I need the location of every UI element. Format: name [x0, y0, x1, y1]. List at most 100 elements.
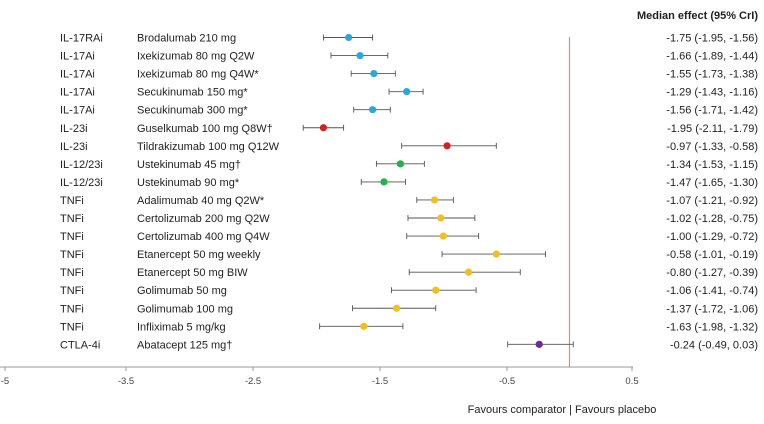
drug-class-label: IL-23i	[60, 141, 88, 153]
forest-row: IL-17Ai Ixekizumab 80 mg Q4W* -1.55 (-1.73…	[60, 69, 758, 81]
x-tick-label: -0.5	[499, 376, 515, 387]
treatment-label: Ixekizumab 80 mg Q2W	[137, 51, 255, 63]
drug-class-label: TNFi	[60, 285, 84, 297]
treatment-label: Golimumab 50 mg	[137, 285, 227, 297]
treatment-label: Adalimumab 40 mg Q2W*	[137, 195, 265, 207]
drug-class-label: CTLA-4i	[60, 339, 100, 351]
point-estimate-marker	[393, 304, 401, 312]
favours-footer: Favours comparator | Favours placebo	[468, 404, 657, 416]
point-estimate-marker	[432, 286, 440, 294]
point-estimate-marker	[360, 322, 368, 330]
point-estimate-marker	[464, 268, 473, 276]
forest-row: TNFi Certolizumab 200 mg Q2W -1.02 (-1.28,…	[60, 213, 758, 225]
effect-value-label: -1.34 (-1.53, -1.15)	[666, 159, 758, 171]
drug-class-label: IL-17Ai	[60, 105, 95, 117]
effect-value-label: -1.56 (-1.71, -1.42)	[666, 105, 758, 117]
point-estimate-marker	[380, 178, 388, 186]
treatment-label: Ixekizumab 80 mg Q4W*	[137, 69, 259, 81]
treatment-label: Ustekinumab 90 mg*	[137, 177, 240, 189]
point-estimate-marker	[437, 214, 445, 222]
forest-row: TNFi Golimumab 50 mg -1.06 (-1.41, -0.74)	[60, 285, 758, 297]
x-tick-label: -2.5	[245, 376, 261, 387]
drug-class-label: TNFi	[60, 231, 84, 243]
effect-value-label: -1.47 (-1.65, -1.30)	[666, 177, 758, 189]
forest-rows: IL-17RAi Brodalumab 210 mg -1.75 (-1.95, -…	[60, 33, 758, 352]
effect-value-label: -1.95 (-2.11, -1.79)	[667, 123, 758, 135]
effect-value-label: -1.37 (-1.72, -1.06)	[666, 303, 758, 315]
forest-row: TNFi Etanercept 50 mg weekly -0.58 (-1.01,…	[60, 249, 758, 261]
forest-row: CTLA-4i Abatacept 125 mg† -0.24 (-0.49, 0.…	[60, 339, 758, 351]
effect-value-label: -1.29 (-1.43, -1.16)	[666, 87, 758, 99]
treatment-label: Etanercept 50 mg weekly	[137, 249, 261, 261]
point-estimate-marker	[369, 106, 377, 114]
effect-value-label: -1.66 (-1.89, -1.44)	[666, 51, 758, 63]
drug-class-label: IL-17Ai	[60, 51, 95, 63]
treatment-label: Guselkumab 100 mg Q8W†	[137, 123, 273, 135]
point-estimate-marker	[430, 196, 439, 204]
drug-class-label: TNFi	[60, 321, 84, 333]
point-estimate-marker	[345, 33, 353, 42]
point-estimate-marker	[396, 160, 404, 168]
point-estimate-marker	[319, 124, 328, 132]
point-estimate-marker	[370, 70, 378, 78]
effect-value-label: -1.06 (-1.41, -0.74)	[666, 285, 758, 297]
effect-value-label: -0.80 (-1.27, -0.39)	[666, 267, 758, 279]
effect-value-label: -1.02 (-1.28, -0.75)	[666, 213, 758, 225]
drug-class-label: IL-17Ai	[60, 69, 95, 81]
treatment-label: Golimumab 100 mg	[137, 303, 233, 315]
x-tick-label: 0.5	[625, 376, 638, 387]
forest-row: IL-17Ai Ixekizumab 80 mg Q2W -1.66 (-1.89,…	[60, 51, 758, 63]
forest-row: IL-12/23i Ustekinumab 45 mg† -1.34 (-1.53,…	[60, 159, 758, 171]
forest-row: TNFi Certolizumab 400 mg Q4W -1.00 (-1.29,…	[60, 231, 758, 243]
point-estimate-marker	[356, 51, 364, 60]
drug-class-label: TNFi	[60, 213, 84, 225]
forest-row: IL-12/23i Ustekinumab 90 mg* -1.47 (-1.65,…	[60, 177, 758, 189]
treatment-label: Infliximab 5 mg/kg	[137, 321, 226, 333]
forest-row: TNFi Etanercept 50 mg BIW -0.80 (-1.27, -0…	[60, 267, 758, 279]
treatment-label: Etanercept 50 mg BIW	[137, 267, 248, 279]
effect-value-label: -0.24 (-0.49, 0.03)	[670, 339, 758, 351]
drug-class-label: IL-12/23i	[60, 177, 103, 189]
forest-row: TNFi Infliximab 5 mg/kg -1.63 (-1.98, -1.3…	[60, 321, 758, 333]
effect-value-label: -1.07 (-1.21, -0.92)	[666, 195, 758, 207]
forest-row: TNFi Adalimumab 40 mg Q2W* -1.07 (-1.21, -…	[60, 195, 758, 207]
forest-row: IL-17Ai Secukinumab 150 mg* -1.29 (-1.43, …	[60, 87, 758, 99]
treatment-label: Certolizumab 200 mg Q2W	[137, 213, 270, 225]
treatment-label: Certolizumab 400 mg Q4W	[137, 231, 270, 243]
point-estimate-marker	[535, 340, 543, 348]
drug-class-label: TNFi	[60, 195, 84, 207]
effect-value-label: -1.75 (-1.95, -1.56)	[666, 33, 758, 45]
x-tick-label: -5	[1, 376, 9, 387]
treatment-label: Tildrakizumab 100 mg Q12W	[137, 141, 280, 153]
effect-value-label: -1.55 (-1.73, -1.38)	[666, 69, 758, 81]
treatment-label: Secukinumab 150 mg*	[137, 87, 248, 99]
point-estimate-marker	[439, 232, 447, 240]
forest-row: IL-17RAi Brodalumab 210 mg -1.75 (-1.95, -…	[60, 33, 758, 45]
effect-value-label: -1.00 (-1.29, -0.72)	[666, 231, 758, 243]
drug-class-label: TNFi	[60, 249, 84, 261]
point-estimate-marker	[403, 88, 411, 96]
treatment-label: Brodalumab 210 mg	[137, 33, 236, 45]
treatment-label: Abatacept 125 mg†	[137, 339, 232, 351]
effect-value-label: -0.97 (-1.33, -0.58)	[666, 141, 758, 153]
x-tick-label: -1.5	[372, 376, 388, 387]
forest-row: TNFi Golimumab 100 mg -1.37 (-1.72, -1.06)	[60, 303, 758, 315]
treatment-label: Ustekinumab 45 mg†	[137, 159, 241, 171]
point-estimate-marker	[443, 142, 451, 150]
forest-row: IL-23i Tildrakizumab 100 mg Q12W -0.97 (-1…	[60, 141, 758, 153]
effect-value-label: -1.63 (-1.98, -1.32)	[666, 321, 758, 333]
treatment-label: Secukinumab 300 mg*	[137, 105, 248, 117]
x-tick-label: -3.5	[118, 376, 134, 387]
drug-class-label: TNFi	[60, 267, 84, 279]
forest-row: IL-17Ai Secukinumab 300 mg* -1.56 (-1.71, …	[60, 105, 758, 117]
drug-class-label: IL-12/23i	[60, 159, 103, 171]
forest-row: IL-23i Guselkumab 100 mg Q8W† -1.95 (-2.11…	[60, 123, 758, 135]
x-axis: -5 -3.5 -2.5 -1.5 -0.5 0.5	[0, 366, 639, 387]
effect-value-label: -0.58 (-1.01, -0.19)	[666, 249, 758, 261]
effect-column-header: Median effect (95% CrI)	[637, 10, 758, 22]
drug-class-label: IL-17RAi	[60, 33, 103, 45]
drug-class-label: TNFi	[60, 303, 84, 315]
point-estimate-marker	[492, 250, 500, 258]
drug-class-label: IL-17Ai	[60, 87, 95, 99]
